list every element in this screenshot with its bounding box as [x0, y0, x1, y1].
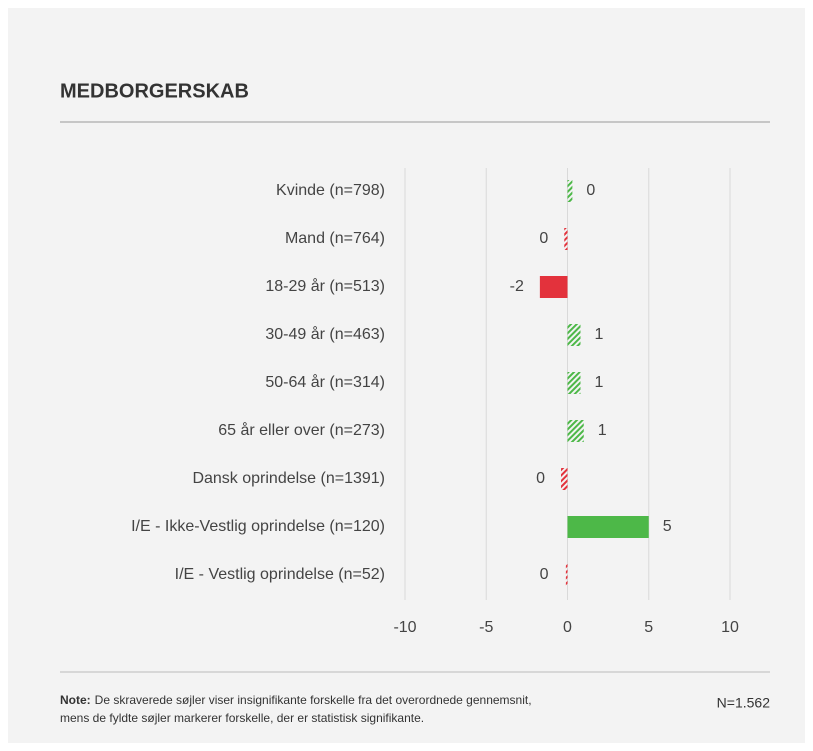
x-tick-label: -10 — [393, 619, 416, 636]
note-line: De skraverede søjler viser insignifikant… — [95, 693, 532, 707]
category-label: 65 år eller over (n=273) — [218, 421, 385, 439]
n-label: N=1.562 — [717, 695, 771, 711]
bar — [567, 372, 581, 394]
bar — [539, 276, 568, 298]
x-tick-label: 5 — [644, 619, 653, 636]
category-label: Kvinde (n=798) — [276, 182, 385, 199]
category-label: Mand (n=764) — [285, 230, 385, 247]
category-label: 50-64 år (n=314) — [265, 373, 385, 391]
value-label: 1 — [595, 374, 604, 391]
value-label: 0 — [539, 230, 548, 247]
bar — [567, 324, 581, 346]
note-line: mens de fyldte søjler markerer forskelle… — [60, 711, 424, 725]
x-tick-label: 0 — [563, 619, 572, 636]
value-label: -2 — [510, 278, 524, 295]
x-tick-label: 10 — [721, 619, 739, 636]
bar — [567, 516, 649, 538]
value-label: 0 — [540, 566, 549, 583]
category-label: 30-49 år (n=463) — [265, 325, 385, 343]
category-label: I/E - Ikke-Vestlig oprindelse (n=120) — [131, 518, 385, 535]
bar — [567, 420, 584, 442]
value-label: 0 — [586, 182, 595, 199]
x-tick-label: -5 — [479, 619, 493, 636]
category-label: Dansk oprindelse (n=1391) — [192, 470, 385, 487]
bar — [567, 180, 573, 202]
value-label: 1 — [595, 326, 604, 343]
value-label: 5 — [663, 518, 672, 535]
value-label: 0 — [536, 470, 545, 487]
bar — [561, 468, 568, 490]
note-label: Note: — [60, 693, 91, 707]
chart-title: MEDBORGERSKAB — [60, 80, 249, 102]
bar — [565, 564, 568, 586]
panel — [8, 8, 805, 743]
category-label: 18-29 år (n=513) — [265, 277, 385, 295]
note: Note: De skraverede søjler viser insignif… — [60, 693, 532, 707]
category-label: I/E - Vestlig oprindelse (n=52) — [175, 566, 385, 583]
value-label: 1 — [598, 422, 607, 439]
bar — [564, 228, 568, 250]
